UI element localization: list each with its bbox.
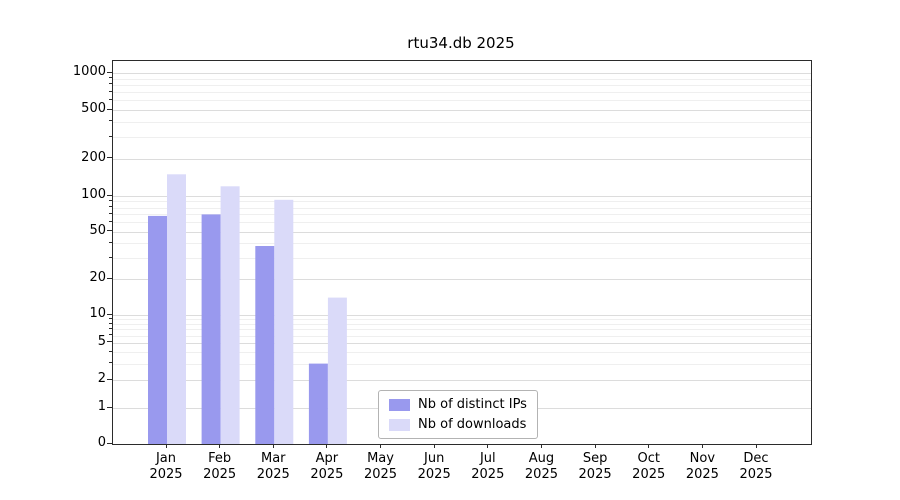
x-tick-year: 2025	[471, 466, 505, 482]
y-tick-label: 2	[97, 371, 106, 386]
x-tick-year: 2025	[632, 466, 666, 482]
x-tick-year: 2025	[256, 466, 290, 482]
x-tick-month: Nov	[689, 451, 716, 466]
bar-nb-of-distinct-ips	[308, 363, 328, 444]
x-tick-label: Mar 2025	[243, 451, 303, 482]
bar-nb-of-downloads	[220, 186, 240, 445]
x-tick-year: 2025	[310, 466, 344, 482]
x-tick-month: Apr	[315, 451, 339, 466]
x-tick-year: 2025	[203, 466, 237, 482]
x-tick-year: 2025	[417, 466, 451, 482]
chart-canvas	[113, 73, 811, 445]
plot-area	[112, 60, 812, 445]
legend-label: Nb of distinct IPs	[418, 397, 527, 412]
x-tick-label: Aug 2025	[511, 451, 571, 482]
x-tick-label: Jul 2025	[458, 451, 518, 482]
x-tick-label: Feb 2025	[190, 451, 250, 482]
legend: Nb of distinct IPs Nb of downloads	[378, 390, 538, 439]
bar-nb-of-downloads	[274, 199, 294, 444]
x-tick-month: Sep	[582, 451, 608, 466]
x-tick-year: 2025	[363, 466, 398, 482]
x-tick-month: Mar	[261, 451, 286, 466]
x-tick-label: Sep 2025	[565, 451, 625, 482]
x-tick-year: 2025	[524, 466, 558, 482]
x-tick-year: 2025	[739, 466, 773, 482]
y-tick-label: 500	[81, 101, 106, 117]
x-tick-label: Apr 2025	[297, 451, 357, 482]
y-tick-label: 100	[81, 187, 106, 202]
y-tick-label: 20	[89, 270, 106, 286]
y-tick-label: 0	[97, 435, 106, 450]
bar-nb-of-downloads	[327, 297, 347, 444]
legend-row: Nb of downloads	[389, 417, 527, 432]
legend-swatch	[389, 398, 410, 411]
legend-label: Nb of downloads	[418, 417, 527, 432]
x-tick-month: Feb	[208, 451, 232, 466]
x-tick-label: Jun 2025	[404, 451, 464, 482]
y-tick-label: 10	[89, 306, 106, 321]
x-tick-label: Dec 2025	[726, 451, 786, 482]
y-tick-label: 1	[97, 399, 106, 414]
x-tick-month: Dec	[743, 451, 769, 466]
x-tick-label: Oct 2025	[619, 451, 679, 482]
y-tick-label: 5	[97, 333, 106, 349]
bar-nb-of-downloads	[167, 174, 186, 445]
x-tick-month: Jun	[424, 451, 445, 466]
x-tick-label: Jan 2025	[136, 451, 196, 482]
x-tick-label: Nov 2025	[672, 451, 732, 482]
x-tick-month: Aug	[528, 451, 555, 466]
y-tick-label: 50	[89, 222, 106, 238]
chart-title: rtu34.db 2025	[407, 34, 515, 52]
x-tick-year: 2025	[149, 466, 183, 482]
x-tick-month: Jan	[155, 451, 177, 466]
bar-nb-of-distinct-ips	[201, 214, 221, 444]
bar-nb-of-distinct-ips	[255, 246, 275, 444]
x-tick-label: May 2025	[351, 451, 411, 482]
legend-swatch	[389, 418, 410, 431]
legend-row: Nb of distinct IPs	[389, 397, 527, 412]
y-tick-label: 200	[81, 149, 106, 165]
x-tick-month: Jul	[479, 451, 496, 466]
x-tick-year: 2025	[578, 466, 612, 482]
x-tick-month: Oct	[637, 451, 660, 466]
y-tick-label: 1000	[72, 64, 106, 79]
x-tick-year: 2025	[685, 466, 719, 482]
bar-nb-of-distinct-ips	[148, 215, 167, 444]
x-tick-month: May	[367, 451, 394, 466]
